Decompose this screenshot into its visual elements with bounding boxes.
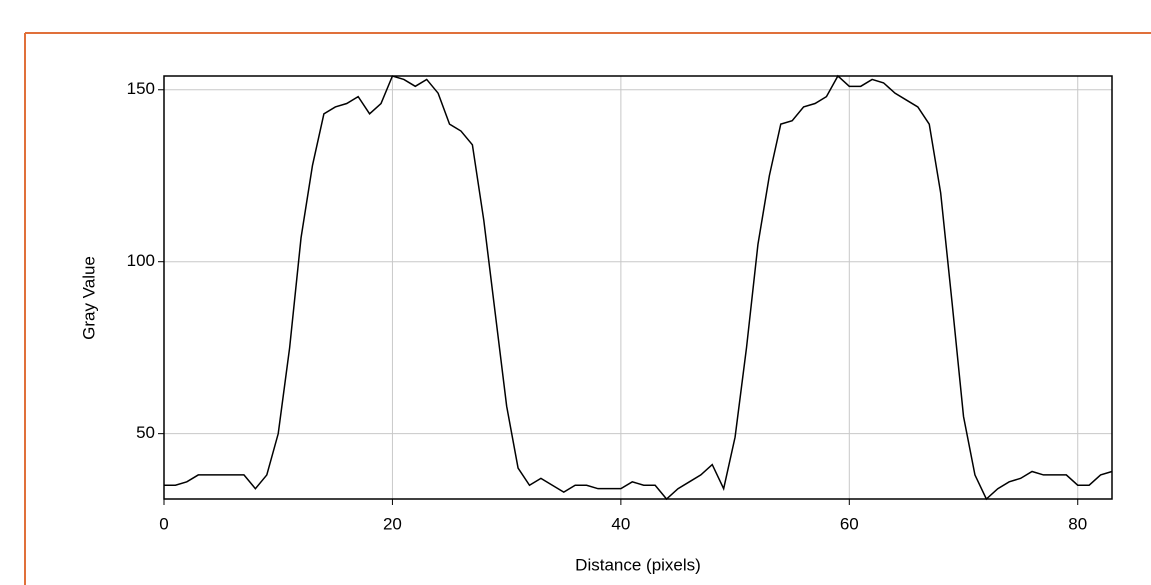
plot <box>164 74 1113 501</box>
x-tick-label: 80 <box>1068 514 1087 533</box>
x-tick-label: 20 <box>383 514 402 533</box>
x-tick-label: 60 <box>840 514 859 533</box>
y-tick-label: 50 <box>136 423 155 442</box>
plot-border <box>163 75 1113 500</box>
y-tick-label: 100 <box>127 251 155 270</box>
y-axis-label: Gray Value <box>79 256 98 340</box>
x-tick-label: 40 <box>611 514 630 533</box>
data-line <box>164 74 1113 501</box>
y-tick-label: 150 <box>127 79 155 98</box>
x-axis-label: Distance (pixels) <box>575 555 701 574</box>
x-tick-label: 0 <box>159 514 168 533</box>
